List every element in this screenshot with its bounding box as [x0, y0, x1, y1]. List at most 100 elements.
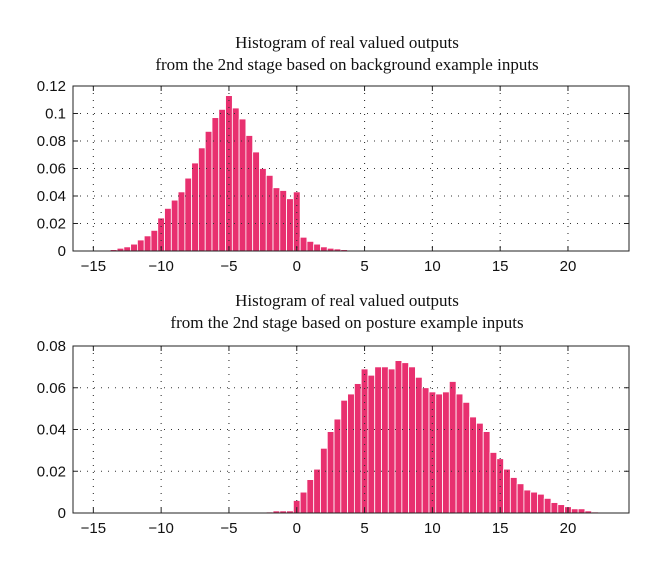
chart2-bar [577, 508, 586, 514]
chart2-bar [387, 368, 396, 514]
chart2-bar [299, 491, 308, 514]
chart1-bar [252, 151, 260, 252]
chart2-bar [428, 391, 437, 514]
chart1-bar [204, 130, 213, 252]
chart2-bar [442, 391, 450, 514]
chart2-bar [367, 374, 376, 514]
chart2-plot-area: −15 −10 −5 0 5 10 15 20 0 0.02 0.04 0.06 0.08 [37, 338, 630, 537]
chart1-bar [143, 235, 152, 252]
chart1-plot-area: −15 −10 −5 0 5 10 15 20 0 0.02 0.04 0.06 0.08 0.1 0.12 [37, 78, 630, 275]
chart2-bar [523, 489, 532, 514]
chart2-bar [401, 362, 410, 514]
chart2-title-line2: from the 2nd stage based on posture exam… [170, 313, 523, 332]
chart1-bar [320, 246, 328, 252]
chart2-bar [320, 447, 328, 514]
chart1-bar [150, 229, 159, 252]
chart1-bar [272, 187, 281, 252]
chart2-bar [570, 508, 579, 514]
chart2-bar [496, 458, 504, 514]
chart1-bar [238, 118, 247, 252]
chart2-bar [537, 493, 545, 514]
chart2-bar [469, 416, 477, 514]
chart2-bar [353, 383, 362, 514]
chart1-bar [231, 107, 240, 252]
chart2-bar [408, 366, 416, 514]
chart2-bar [455, 393, 464, 514]
chart1-title-line2: from the 2nd stage based on background e… [155, 55, 538, 74]
chart2-xtick-label: 15 [492, 520, 509, 537]
chart2-xtick-label: 10 [424, 520, 441, 537]
chart1-ytick-label: 0.02 [37, 216, 66, 233]
chart1-xtick-label: 15 [492, 258, 509, 275]
chart2-ytick-label: 0.08 [37, 338, 66, 355]
chart2-bar [313, 468, 321, 514]
chart2-bar [550, 502, 559, 514]
chart1-ytick-label: 0.06 [37, 161, 66, 178]
chart2-bar [340, 399, 349, 514]
chart1-bar [211, 117, 220, 252]
chart1-bar [286, 198, 294, 252]
chart2-bar [306, 479, 315, 514]
chart2-ytick-label: 0.04 [37, 422, 66, 439]
chart2-xtick-label: −5 [220, 520, 237, 537]
chart2-bar [360, 368, 369, 514]
chart2-bar [333, 418, 342, 514]
chart2-xtick-label: −15 [81, 520, 106, 537]
chart2-bar [381, 366, 389, 514]
chart1-ytick-label: 0.08 [37, 133, 66, 150]
chart1-ytick-label: 0.04 [37, 188, 66, 205]
chart2-bar [448, 381, 457, 514]
chart2-bar [516, 483, 525, 514]
chart2-bar [557, 504, 565, 514]
chart1-bar [123, 246, 132, 252]
chart2-ytick-label: 0.02 [37, 463, 66, 480]
chart2-ytick-label: 0.06 [37, 380, 66, 397]
chart2-bar [421, 387, 430, 514]
chart1-bar [259, 168, 267, 252]
chart2-title-line1: Histogram of real valued outputs [235, 291, 459, 310]
chart2-bar [543, 497, 552, 514]
chart2-bar [326, 431, 335, 514]
chart1-ytick-label: 0 [58, 243, 66, 260]
chart1-bar [306, 240, 315, 252]
chart2-bar [476, 422, 484, 514]
chart2-xtick-label: 0 [293, 520, 301, 537]
chart2-bar [509, 477, 518, 514]
chart2-bar [394, 360, 403, 514]
chart1-bar [137, 239, 145, 252]
chart1-bar [164, 207, 172, 252]
chart1-bar [184, 177, 193, 252]
chart1-bar [313, 243, 321, 252]
chart1-xtick-label: 0 [293, 258, 301, 275]
chart1-xtick-label: −15 [81, 258, 106, 275]
chart1-bar [191, 162, 199, 252]
chart1-bar [265, 174, 274, 252]
chart2-bar [347, 393, 355, 514]
chart2-bar [462, 401, 471, 514]
chart1-xtick-label: −5 [220, 258, 237, 275]
chart1-bar [130, 243, 138, 252]
chart1-bar [198, 147, 206, 252]
chart2-bar [482, 431, 491, 514]
chart1-bar [279, 190, 287, 252]
chart2-xtick-label: 20 [560, 520, 577, 537]
chart2-bar [503, 468, 511, 514]
chart1-title-line1: Histogram of real valued outputs [235, 33, 459, 52]
chart1-bar [177, 191, 186, 252]
chart1-xtick-label: 10 [424, 258, 441, 275]
chart2-bar [435, 393, 443, 514]
chart1-bar [292, 191, 301, 252]
chart1-bar [225, 95, 233, 252]
chart1-xtick-label: 5 [360, 258, 368, 275]
chart1-bar [245, 135, 254, 252]
chart1-bar [299, 236, 308, 252]
chart2-bar [489, 452, 498, 514]
chart2-xtick-label: 5 [360, 520, 368, 537]
chart2-bar [530, 491, 538, 514]
chart2-bar [374, 366, 382, 514]
chart1-ytick-label: 0.12 [37, 78, 66, 95]
chart1-axes-frame [72, 85, 630, 252]
chart2-ytick-label: 0 [58, 505, 66, 522]
